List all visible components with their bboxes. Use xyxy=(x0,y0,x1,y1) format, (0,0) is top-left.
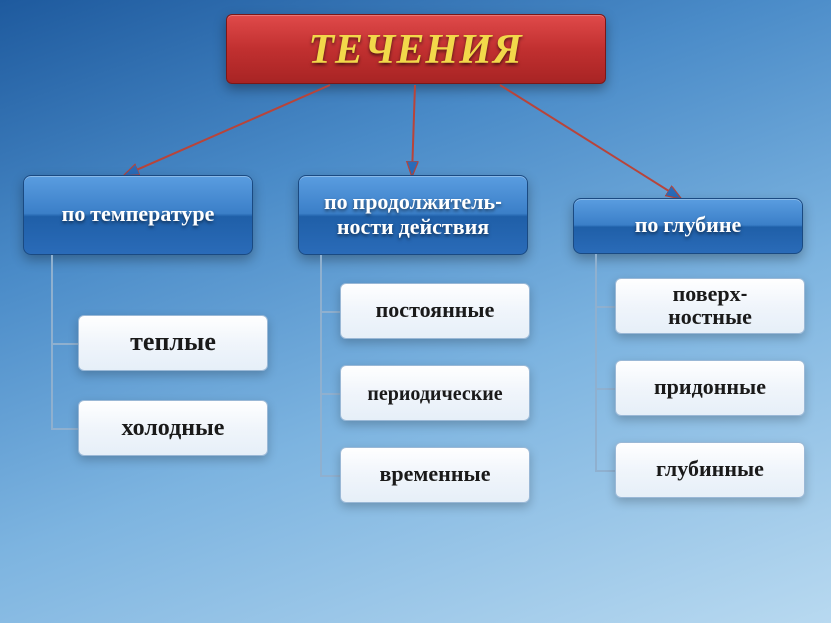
column-depth: по глубине поверх-ностные придонные глуб… xyxy=(573,198,803,254)
arrow-left xyxy=(125,85,330,175)
branch-connector xyxy=(51,428,78,430)
item-temporary: временные xyxy=(340,447,530,503)
category-label: по глубине xyxy=(635,213,742,238)
item-periodic: периодические xyxy=(340,365,530,421)
category-header-temperature: по температуре xyxy=(23,175,253,255)
title-text: ТЕЧЕНИЯ xyxy=(308,25,522,74)
title-box: ТЕЧЕНИЯ xyxy=(226,14,606,84)
item-bottom: придонные xyxy=(615,360,805,416)
tree-connector xyxy=(595,254,597,472)
category-header-duration: по продолжитель-ности действия xyxy=(298,175,528,255)
item-label: глубинные xyxy=(656,458,764,481)
item-label: поверх-ностные xyxy=(668,283,752,329)
branch-connector xyxy=(320,311,340,313)
branch-connector xyxy=(320,475,340,477)
item-label: периодические xyxy=(367,383,502,404)
branch-connector xyxy=(320,393,340,395)
category-label: по продолжитель-ности действия xyxy=(324,190,502,241)
item-constant: постоянные xyxy=(340,283,530,339)
item-label: холодные xyxy=(122,415,225,440)
item-label: постоянные xyxy=(376,299,495,322)
item-warm: теплые xyxy=(78,315,268,371)
item-label: временные xyxy=(380,463,491,486)
branch-connector xyxy=(595,470,615,472)
item-deep: глубинные xyxy=(615,442,805,498)
category-header-depth: по глубине xyxy=(573,198,803,254)
column-duration: по продолжитель-ности действия постоянны… xyxy=(298,175,528,255)
branch-connector xyxy=(595,388,615,390)
item-surface: поверх-ностные xyxy=(615,278,805,334)
item-label: придонные xyxy=(654,376,766,399)
category-label: по температуре xyxy=(62,202,215,227)
item-cold: холодные xyxy=(78,400,268,456)
branch-connector xyxy=(595,306,615,308)
tree-connector xyxy=(320,255,322,477)
branch-connector xyxy=(51,343,78,345)
arrow-center xyxy=(412,85,415,175)
item-label: теплые xyxy=(130,329,216,356)
column-temperature: по температуре теплые холодные xyxy=(23,175,253,255)
